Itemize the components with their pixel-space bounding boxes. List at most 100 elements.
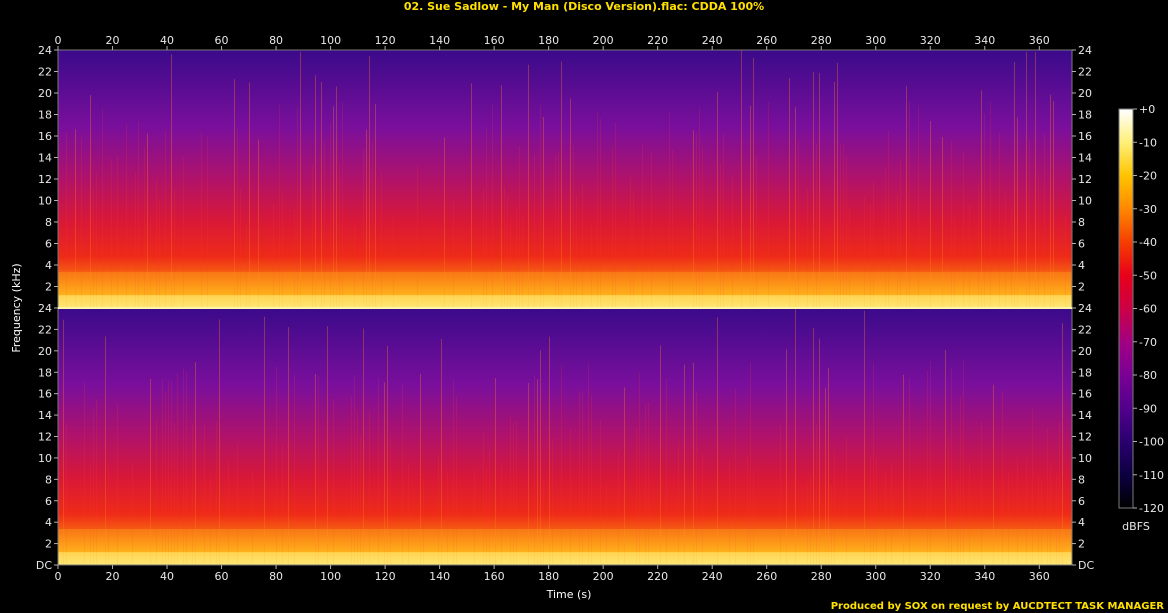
colorbar: +0 -10 -20 -30 -40 -50 -60 -70 -80 -90 -100 -110 -12… — [1118, 103, 1164, 533]
x-tick-label: 340 — [974, 34, 995, 47]
x-tick-label: 240 — [702, 570, 723, 583]
spectral-streak — [840, 144, 841, 308]
spectral-streak — [747, 456, 748, 565]
y-tick-label: DC — [1078, 559, 1094, 572]
spectral-streak — [444, 137, 445, 308]
x-tick-label: 80 — [269, 34, 283, 47]
spectral-streak — [282, 444, 283, 565]
spectral-streak — [633, 193, 634, 308]
spectral-streak — [579, 391, 580, 565]
spectral-streak — [96, 173, 97, 308]
spectral-streak — [423, 478, 424, 565]
y-tick-label: 16 — [1078, 130, 1092, 143]
spectral-streak — [885, 472, 886, 565]
spectral-streak — [366, 129, 367, 308]
x-tick-label: 180 — [538, 34, 559, 47]
spectral-streak — [210, 476, 211, 565]
spectral-streak — [519, 145, 520, 308]
spectral-streak — [333, 106, 334, 309]
spectral-streak — [876, 458, 877, 565]
colorbar-tick-label: -90 — [1139, 402, 1157, 415]
spectral-streak — [132, 463, 133, 565]
x-tick-label: 40 — [160, 570, 174, 583]
spectral-streak — [66, 424, 67, 565]
spectral-streak — [351, 397, 352, 565]
y-tick-label: 12 — [1078, 173, 1092, 186]
spectral-streak — [1041, 479, 1042, 565]
spectral-streak — [207, 136, 208, 308]
spectral-streak — [756, 157, 757, 308]
spectral-streak — [165, 130, 166, 308]
spectral-streak — [453, 198, 454, 308]
colorbar-tick-label: +0 — [1139, 103, 1155, 116]
x-tick-label: 60 — [215, 570, 229, 583]
y-tick-label: 10 — [38, 195, 52, 208]
y-tick-label: 6 — [45, 495, 52, 508]
x-axis-title: Time (s) — [546, 588, 592, 601]
colorbar-ticks: +0 -10 -20 -30 -40 -50 -60 -70 -80 -90 -100 -110 -12… — [1133, 103, 1164, 515]
spectral-streak — [720, 163, 721, 308]
colorbar-tick-label: -100 — [1139, 436, 1164, 449]
channel-2-plot-area — [58, 308, 1072, 565]
spectral-streak — [906, 85, 907, 308]
spectral-streak — [324, 139, 325, 308]
spectral-streak — [642, 144, 643, 308]
spectral-streak — [909, 101, 910, 308]
spectral-streak — [648, 402, 649, 565]
spectral-streak — [753, 470, 754, 565]
spectral-streak — [597, 112, 598, 308]
x-tick-label: 220 — [647, 34, 668, 47]
spectral-streak — [168, 380, 169, 565]
y-tick-label: 24 — [38, 302, 52, 315]
colorbar-gradient — [1118, 108, 1134, 509]
spectral-streak — [843, 143, 844, 308]
spectral-streak — [363, 328, 364, 565]
spectral-streak — [75, 129, 76, 308]
spectral-streak — [615, 122, 616, 308]
y-tick-label: 2 — [45, 281, 52, 294]
spectral-streak — [909, 378, 910, 565]
spectral-streak — [96, 399, 97, 565]
spectral-streak — [1065, 215, 1066, 308]
spectral-streak — [1050, 94, 1051, 308]
x-tick-label: 200 — [593, 570, 614, 583]
y-tick-label: 10 — [1078, 452, 1092, 465]
x-tick-label: 280 — [811, 34, 832, 47]
spectral-streak — [1038, 174, 1039, 308]
spectral-streak — [138, 121, 139, 309]
x-tick-label: 260 — [756, 34, 777, 47]
y-tick-label: DC — [36, 559, 52, 572]
x-tick-label: 140 — [429, 34, 450, 47]
y-tick-label: 8 — [1078, 216, 1085, 229]
spectral-streak — [813, 72, 814, 308]
spectral-streak — [105, 336, 106, 565]
spectral-streak — [342, 102, 343, 308]
spectral-streak — [516, 208, 517, 308]
spectral-streak — [576, 196, 577, 308]
y-tick-label: 22 — [38, 323, 52, 336]
spectral-streak — [456, 397, 457, 565]
spectral-streak — [1056, 474, 1057, 565]
y-axis-title: Frequency (kHz) — [10, 263, 23, 352]
y-tick-label: 22 — [1078, 66, 1092, 79]
x-tick-label: 320 — [920, 34, 941, 47]
colorbar-tick-label: -70 — [1139, 336, 1157, 349]
spectral-streak — [312, 165, 313, 308]
spectral-streak — [693, 130, 694, 308]
y-tick-label: 24 — [1078, 44, 1092, 57]
spectral-streak — [834, 452, 835, 565]
spectral-streak — [321, 82, 322, 309]
spectral-streak — [684, 364, 685, 565]
colorbar-tick-label: -110 — [1139, 469, 1164, 482]
spectral-streak — [645, 404, 646, 565]
spectral-streak — [723, 132, 724, 308]
spectral-streak — [1029, 139, 1030, 308]
spectral-streak — [570, 98, 571, 308]
spectral-streak — [522, 216, 523, 308]
spectral-streak — [354, 374, 355, 565]
spectral-streak — [420, 373, 421, 565]
x-tick-label: 0 — [55, 570, 62, 583]
spectral-streak — [1008, 472, 1009, 565]
spectral-streak — [339, 163, 340, 308]
